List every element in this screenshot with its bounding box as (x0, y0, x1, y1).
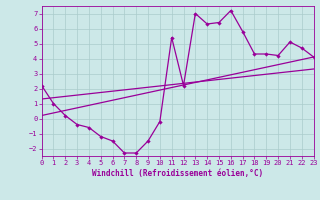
X-axis label: Windchill (Refroidissement éolien,°C): Windchill (Refroidissement éolien,°C) (92, 169, 263, 178)
